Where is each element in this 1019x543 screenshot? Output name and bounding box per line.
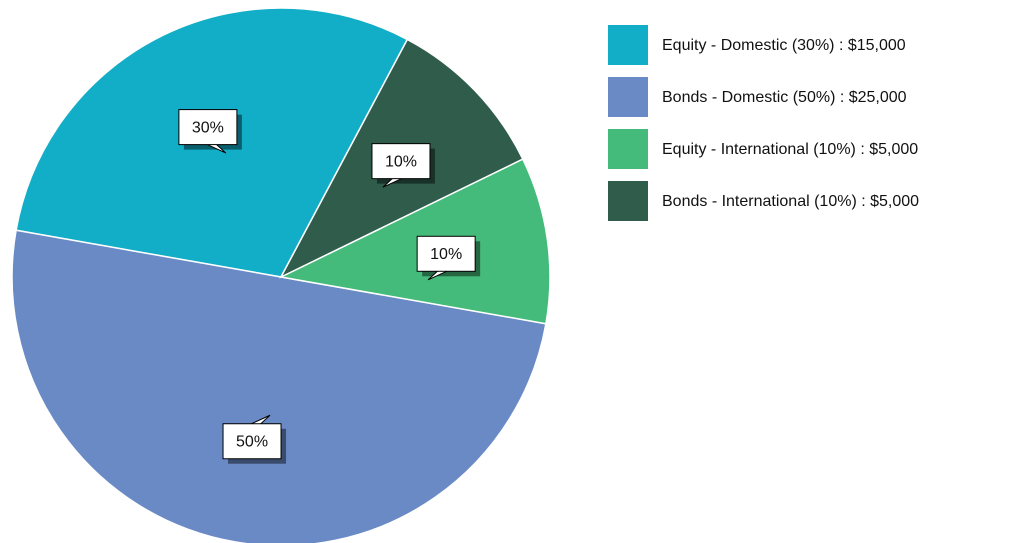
- legend: Equity - Domestic (30%) : $15,000 Bonds -…: [608, 25, 919, 221]
- data-callout: 50%: [222, 414, 287, 464]
- data-label: 10%: [385, 153, 417, 170]
- callout-box: [178, 109, 238, 146]
- legend-label: Equity - Domestic (30%) : $15,000: [662, 37, 906, 54]
- callout-box: [416, 235, 476, 272]
- data-callout: 30%: [178, 109, 242, 154]
- legend-swatch: [608, 129, 648, 169]
- legend-label: Bonds - Domestic (50%) : $25,000: [662, 89, 907, 106]
- legend-swatch: [608, 181, 648, 221]
- data-label: 30%: [192, 119, 224, 136]
- pie-slice: [278, 158, 551, 325]
- data-callout: 10%: [416, 235, 481, 281]
- callout-box: [222, 423, 282, 460]
- pie-slice: [11, 229, 547, 543]
- data-callout: 10%: [371, 143, 435, 188]
- legend-swatch: [608, 77, 648, 117]
- legend-label: Bonds - International (10%) : $5,000: [662, 193, 919, 210]
- data-label: 10%: [430, 246, 462, 263]
- pie: 30% 50% 10% 10%: [11, 7, 551, 543]
- data-label: 50%: [236, 433, 268, 450]
- legend-swatch: [608, 25, 648, 65]
- legend-label: Equity - International (10%) : $5,000: [662, 141, 918, 158]
- callout-box: [371, 143, 431, 180]
